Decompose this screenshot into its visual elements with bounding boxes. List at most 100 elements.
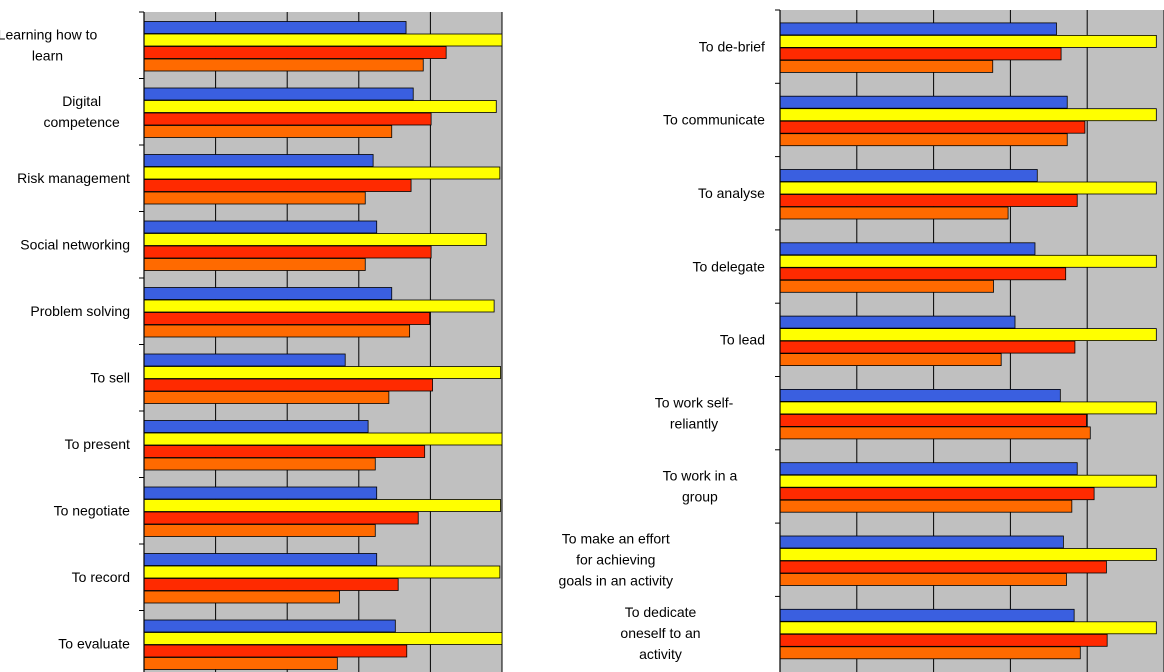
right-bar-s4-c2 [779, 133, 1068, 147]
left-bar-s2-c4 [143, 233, 487, 246]
right-category-label-line: reliantly [670, 415, 718, 431]
left-bar-chart: Learning how to learn Digital competence Ris… [0, 11, 503, 672]
left-bar-s1-c2 [143, 87, 414, 101]
left-category-label-line: Social networking [20, 236, 130, 252]
left-category-label-line: To record [72, 569, 130, 585]
right-category-label-line: activity [639, 646, 682, 662]
right-category-label-line: To de-brief [699, 38, 765, 54]
right-bar-s1-c9 [779, 608, 1075, 622]
left-bar-s3-c2 [143, 112, 432, 126]
left-category-label-line: Problem solving [30, 303, 130, 319]
right-bar-s3-c1 [779, 47, 1062, 61]
right-bar-s1-c1 [779, 22, 1057, 36]
left-bar-s2-c8 [143, 499, 501, 512]
left-bar-s4-c10 [143, 657, 338, 670]
left-category-label: Digital competence [44, 93, 120, 130]
left-category-label-line: To evaluate [58, 635, 130, 651]
left-bar-s4-c5 [143, 324, 411, 338]
right-category-label: To work in a group [663, 468, 738, 505]
left-bar-s1-c9 [143, 553, 378, 566]
left-bar-s2-c5 [143, 299, 495, 313]
left-bar-s3-c8 [143, 511, 419, 525]
left-bar-s3-c5 [143, 312, 431, 325]
right-category-label-line: To dedicate [625, 604, 697, 620]
right-bar-s2-c1 [779, 35, 1157, 48]
left-category-label: To negotiate [54, 502, 130, 518]
left-category-label-line: Risk management [17, 170, 130, 186]
right-category-label: To lead [720, 332, 765, 348]
left-bar-s1-c4 [143, 220, 378, 234]
right-bar-s4-c4 [779, 279, 994, 293]
right-bar-s2-c9 [779, 621, 1157, 635]
left-category-label-line: Learning how to [0, 26, 98, 42]
right-bar-s3-c4 [779, 267, 1067, 281]
left-bar-s2-c2 [143, 100, 497, 113]
left-bar-s4-c6 [143, 391, 390, 404]
left-bar-s1-c1 [143, 21, 407, 34]
left-bar-s2-c6 [143, 366, 501, 379]
right-bar-s3-c6 [779, 413, 1087, 427]
left-bar-s3-c3 [143, 179, 412, 192]
left-bar-s1-c6 [143, 353, 346, 367]
right-bar-s2-c4 [779, 254, 1157, 268]
right-category-label: To analyse [698, 185, 765, 201]
left-category-label: Learning how to learn [0, 26, 98, 63]
right-bar-s4-c3 [779, 206, 1009, 220]
left-bar-s4-c3 [143, 191, 366, 205]
left-category-label: To sell [90, 369, 130, 385]
left-bar-s4-c7 [143, 457, 376, 471]
left-bar-s4-c2 [143, 125, 393, 138]
right-bar-s4-c6 [779, 426, 1091, 440]
right-bar-chart: To de-brief To communicate To analyse To de… [559, 9, 1164, 672]
left-bar-s3-c10 [143, 644, 408, 658]
left-bar-s2-c7 [143, 432, 503, 446]
left-bar-s3-c1 [143, 46, 447, 59]
right-bar-s1-c6 [779, 388, 1061, 402]
right-category-label-line: To communicate [663, 112, 765, 128]
right-bar-s4-c9 [779, 646, 1081, 660]
right-bar-s4-c1 [779, 60, 994, 73]
right-bar-s2-c6 [779, 401, 1157, 415]
right-bar-s3-c5 [779, 340, 1076, 354]
right-bar-s2-c7 [779, 474, 1157, 488]
right-category-label-line: To work in a [663, 468, 738, 484]
right-bar-s4-c5 [779, 353, 1002, 367]
right-category-label-line: for achieving [576, 551, 655, 567]
right-bar-s2-c3 [779, 181, 1157, 195]
right-category-label-line: oneself to an [620, 625, 700, 641]
left-bar-s1-c5 [143, 287, 393, 300]
left-bar-s2-c1 [143, 33, 503, 47]
left-bar-s4-c1 [143, 58, 424, 72]
left-bar-s3-c7 [143, 445, 426, 458]
left-bar-s1-c7 [143, 420, 369, 433]
right-category-label: To delegate [692, 258, 765, 274]
left-bar-s3-c6 [143, 378, 433, 392]
right-category-label-line: goals in an activity [559, 572, 673, 588]
left-category-label: Social networking [20, 236, 130, 252]
left-category-label: Problem solving [30, 303, 130, 319]
right-bar-s3-c2 [779, 120, 1086, 134]
right-bar-s3-c8 [779, 560, 1107, 574]
right-bar-s1-c5 [779, 315, 1016, 329]
right-bar-s1-c7 [779, 462, 1078, 476]
right-category-label-line: To delegate [692, 258, 765, 274]
right-bar-s1-c4 [779, 242, 1036, 256]
right-bar-s3-c7 [779, 487, 1095, 501]
left-category-label-line: To negotiate [54, 502, 130, 518]
right-bar-s3-c3 [779, 194, 1078, 207]
right-bar-s2-c8 [779, 548, 1157, 561]
right-category-label-line: To make an effort [562, 530, 670, 546]
right-category-label-line: To lead [720, 332, 765, 348]
left-category-label: To present [65, 436, 130, 452]
left-category-label-line: Digital [62, 93, 101, 109]
right-bar-s2-c2 [779, 108, 1157, 122]
right-bar-s3-c9 [779, 633, 1108, 647]
left-bar-s4-c9 [143, 590, 340, 604]
right-category-label-line: To work self- [655, 394, 734, 410]
left-category-label: To evaluate [58, 635, 130, 651]
right-category-label: To dedicate oneself to an activity [620, 604, 700, 662]
right-category-label: To communicate [663, 112, 765, 128]
left-category-label-line: To sell [90, 369, 130, 385]
left-bar-s4-c4 [143, 258, 366, 271]
